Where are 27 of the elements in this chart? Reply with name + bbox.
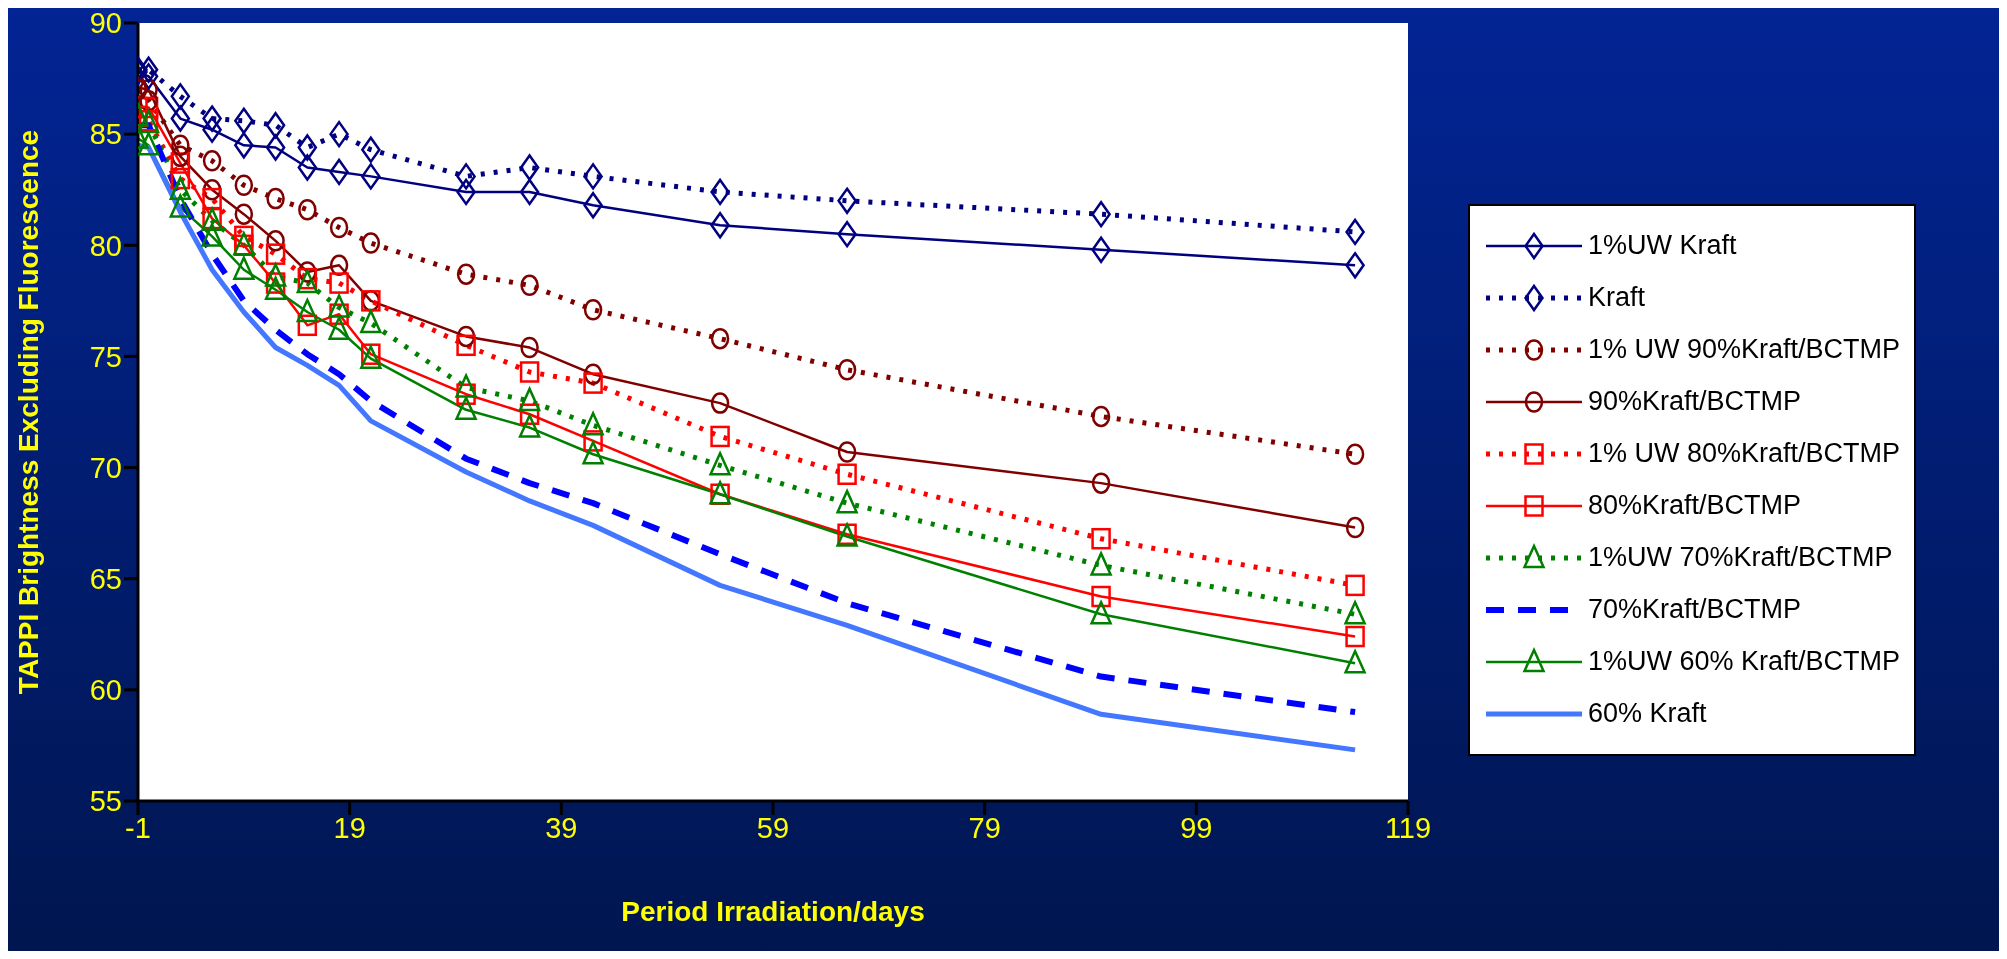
legend-label: 1% UW 80%Kraft/BCTMP	[1588, 438, 1901, 469]
legend-label: 1% UW 90%Kraft/BCTMP	[1588, 334, 1901, 365]
legend-label: 1%UW 60% Kraft/BCTMP	[1588, 646, 1901, 677]
legend-label: 1%UW Kraft	[1588, 230, 1737, 261]
y-tick-label: 75	[89, 340, 122, 373]
legend-label: 60% Kraft	[1588, 698, 1707, 729]
x-tick-label: 119	[1384, 811, 1432, 844]
x-tick-label: 59	[756, 811, 790, 844]
legend-label: 80%Kraft/BCTMP	[1588, 490, 1802, 521]
y-axis-title: TAPPI Brightness Excluding Fluorescence	[12, 129, 44, 695]
y-tick-label: 65	[89, 563, 122, 596]
x-tick-label: -1	[125, 811, 151, 844]
y-tick-label: 60	[89, 674, 122, 707]
y-tick-label: 70	[89, 451, 122, 484]
x-axis-title: Period Irradiation/days	[621, 896, 925, 927]
y-tick-label: 85	[89, 118, 122, 151]
y-tick-label: 55	[89, 785, 122, 818]
legend-label: Kraft	[1588, 282, 1646, 313]
legend-label: 1%UW 70%Kraft/BCTMP	[1588, 542, 1893, 573]
x-tick-label: 39	[545, 811, 578, 844]
legend-label: 90%Kraft/BCTMP	[1588, 386, 1802, 417]
y-tick-label: 90	[89, 7, 122, 40]
x-tick-label: 19	[333, 811, 366, 844]
x-tick-label: 79	[968, 811, 1001, 844]
y-tick-label: 80	[89, 229, 122, 262]
x-tick-label: 99	[1180, 811, 1213, 844]
legend-label: 70%Kraft/BCTMP	[1588, 594, 1802, 625]
